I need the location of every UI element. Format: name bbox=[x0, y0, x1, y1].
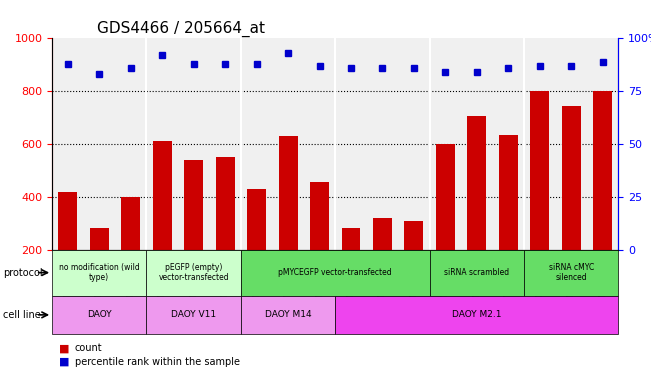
Bar bbox=[562, 106, 581, 303]
Text: DAOY V11: DAOY V11 bbox=[171, 310, 216, 319]
Bar bbox=[467, 116, 486, 303]
Bar bbox=[593, 91, 612, 303]
Bar bbox=[153, 141, 172, 303]
Text: count: count bbox=[75, 343, 102, 353]
Bar bbox=[436, 144, 455, 303]
Bar bbox=[121, 197, 140, 303]
Text: no modification (wild
type): no modification (wild type) bbox=[59, 263, 140, 282]
Text: ■: ■ bbox=[59, 357, 69, 367]
Text: DAOY M14: DAOY M14 bbox=[265, 310, 311, 319]
Bar bbox=[342, 228, 361, 303]
Bar bbox=[310, 182, 329, 303]
Bar bbox=[59, 192, 77, 303]
Text: pEGFP (empty)
vector-transfected: pEGFP (empty) vector-transfected bbox=[158, 263, 229, 282]
Bar bbox=[531, 91, 549, 303]
Bar bbox=[90, 228, 109, 303]
Bar bbox=[404, 220, 423, 303]
Bar bbox=[215, 157, 234, 303]
Text: ■: ■ bbox=[59, 343, 69, 353]
Bar bbox=[279, 136, 298, 303]
Text: siRNA cMYC
silenced: siRNA cMYC silenced bbox=[549, 263, 594, 282]
Bar bbox=[184, 160, 203, 303]
Text: DAOY M2.1: DAOY M2.1 bbox=[452, 310, 502, 319]
Text: cell line: cell line bbox=[3, 310, 41, 320]
Text: GDS4466 / 205664_at: GDS4466 / 205664_at bbox=[98, 21, 266, 37]
Text: DAOY: DAOY bbox=[87, 310, 111, 319]
Text: siRNA scrambled: siRNA scrambled bbox=[444, 268, 510, 277]
Text: protocol: protocol bbox=[3, 268, 43, 278]
Text: percentile rank within the sample: percentile rank within the sample bbox=[75, 357, 240, 367]
Bar bbox=[247, 189, 266, 303]
Bar bbox=[499, 135, 518, 303]
Text: pMYCEGFP vector-transfected: pMYCEGFP vector-transfected bbox=[279, 268, 392, 277]
Bar bbox=[373, 218, 392, 303]
